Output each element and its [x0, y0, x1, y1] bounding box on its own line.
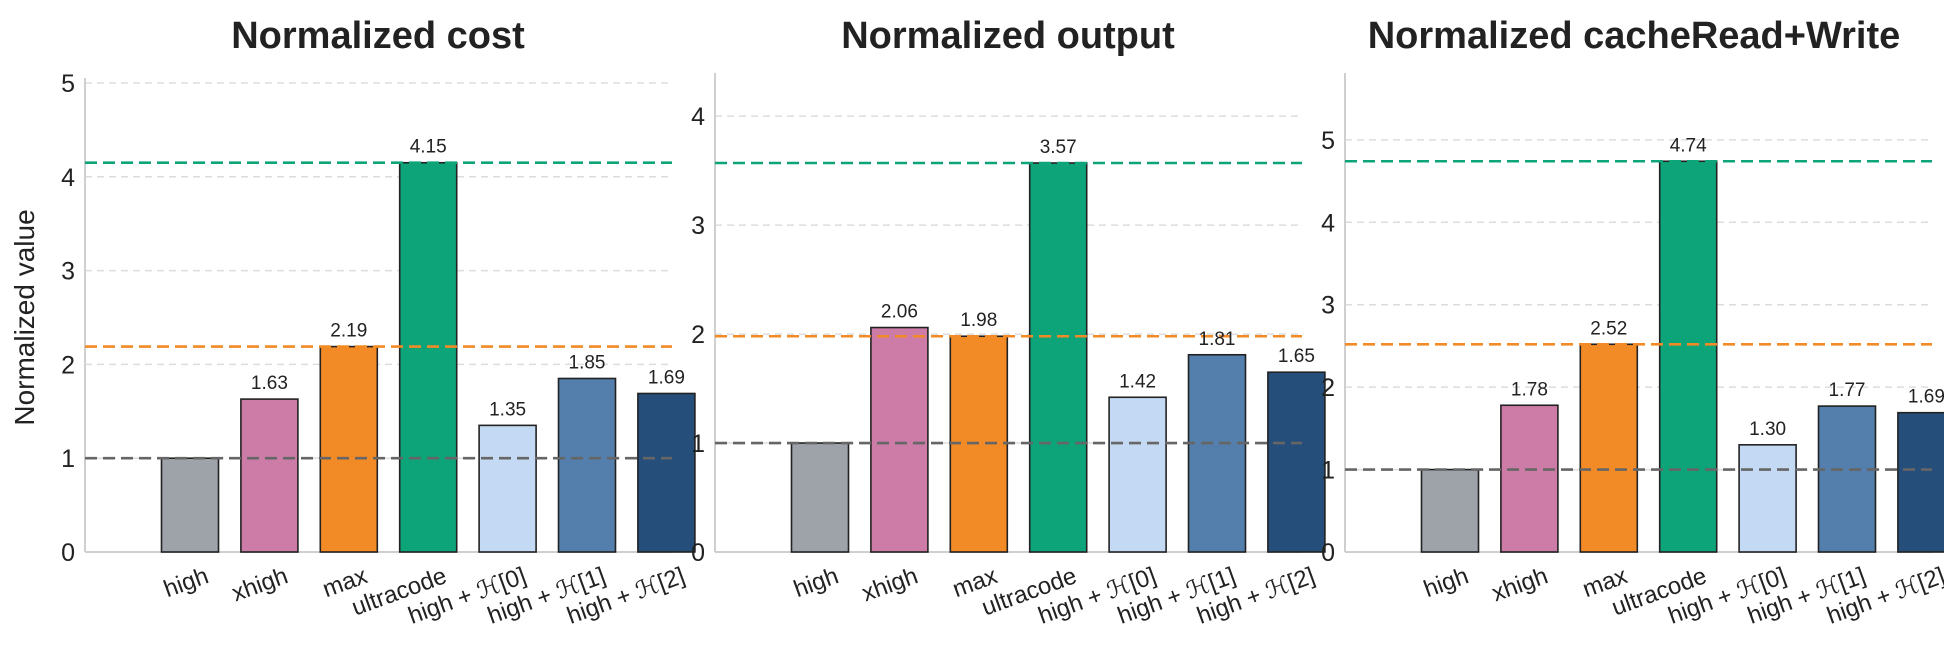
bar-xhigh	[240, 398, 299, 553]
x-category-label: xhigh	[1488, 562, 1551, 607]
y-tick-label: 5	[1321, 127, 1335, 155]
bar-high-0-	[1738, 444, 1797, 553]
x-category-label: high	[1420, 562, 1472, 603]
bar-value-label: 1.63	[251, 373, 288, 394]
y-tick-label: 2	[61, 351, 75, 379]
bar-value-label: 4.15	[410, 137, 447, 158]
panel-title: Normalized cost	[231, 15, 525, 57]
y-tick-label: 2	[1321, 374, 1335, 402]
bar-high-0-	[1108, 396, 1167, 553]
bar-max	[319, 345, 379, 553]
x-category-label: high	[160, 562, 212, 603]
bar-ultracode	[1658, 160, 1718, 553]
panel-title: Normalized output	[841, 15, 1175, 57]
y-tick-label: 3	[61, 258, 75, 286]
bar-value-label: 2.06	[881, 302, 918, 323]
bar-high-1-	[1187, 353, 1247, 553]
bar-value-label: 1.35	[489, 399, 526, 420]
chart-panel-3: Normalized cacheRead+Write 0 1 2 3 4 5 1.78 2.52…	[1321, 15, 1944, 630]
y-tick-label: 3	[1321, 292, 1335, 320]
bar-value-label: 3.57	[1040, 137, 1077, 158]
bar-value-label: 1.78	[1511, 379, 1548, 400]
bar-value-label: 4.74	[1670, 135, 1707, 156]
bar-high	[790, 442, 850, 553]
panel-title: Normalized cacheRead+Write	[1368, 15, 1901, 57]
bar-xhigh	[870, 326, 929, 553]
bar-ultracode	[398, 161, 458, 553]
bar-value-label: 2.19	[330, 321, 367, 342]
y-tick-label: 1	[1321, 457, 1335, 485]
chart-panel-1: Normalized cost 0 1 2 3 4 5 1.63 2.19 4.15 1.35 1.8…	[9, 15, 696, 630]
bar-max	[1579, 343, 1639, 553]
bar-value-label: 1.98	[960, 310, 997, 331]
y-tick-label: 0	[1321, 539, 1335, 567]
bar-value-label: 1.69	[1908, 387, 1944, 408]
bar-value-label: 1.30	[1749, 419, 1786, 440]
bar-value-label: 1.77	[1829, 380, 1866, 401]
bar-value-label: 1.81	[1199, 329, 1236, 350]
y-tick-label: 1	[61, 445, 75, 473]
bar-high-2-	[1267, 371, 1326, 553]
x-category-label: xhigh	[228, 562, 291, 607]
y-tick-label: 4	[691, 103, 705, 131]
bar-high-1-	[1817, 405, 1877, 553]
y-tick-label: 5	[61, 70, 75, 98]
y-tick-label: 2	[691, 321, 705, 349]
bar-value-label: 2.52	[1590, 318, 1627, 339]
y-tick-label: 4	[61, 164, 75, 192]
bar-value-label: 1.65	[1278, 346, 1315, 367]
y-tick-label: 4	[1321, 209, 1335, 237]
bar-ultracode	[1028, 162, 1088, 553]
y-tick-label: 0	[61, 539, 75, 567]
y-axis-label: Normalized value	[9, 209, 40, 425]
bar-value-label: 1.85	[569, 352, 606, 373]
chart-panel-2: Normalized output 0 1 2 3 4 2.06 1.98 3.57 1.42 1.…	[691, 15, 1326, 630]
bar-high-2-	[1897, 411, 1944, 553]
y-tick-label: 3	[691, 212, 705, 240]
y-tick-label: 1	[691, 430, 705, 458]
y-tick-label: 0	[691, 539, 705, 567]
bar-value-label: 1.42	[1119, 371, 1156, 392]
bar-xhigh	[1500, 404, 1559, 553]
bar-high	[1420, 468, 1480, 553]
x-category-label: high	[790, 562, 842, 603]
bar-high-2-	[637, 392, 696, 553]
bar-high-0-	[478, 424, 537, 553]
bar-high	[160, 457, 220, 553]
bar-value-label: 1.69	[648, 367, 685, 388]
bar-high-1-	[557, 377, 617, 553]
x-category-label: xhigh	[858, 562, 921, 607]
